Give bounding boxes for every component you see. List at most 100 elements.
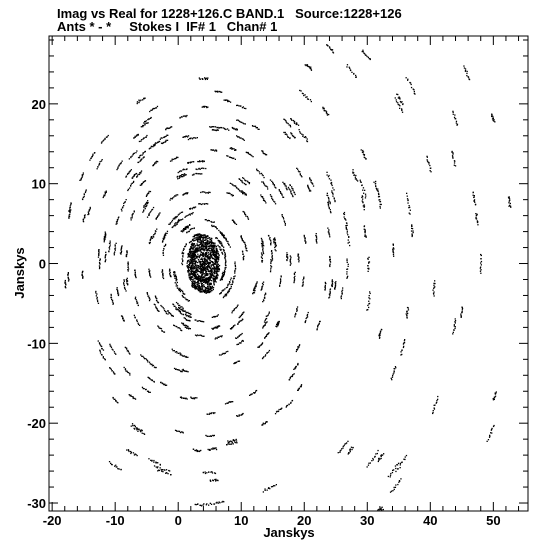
data-point — [126, 348, 128, 350]
data-point — [209, 244, 211, 247]
data-point — [265, 318, 267, 320]
data-point — [367, 464, 370, 466]
data-point — [163, 237, 166, 239]
data-point — [190, 278, 193, 280]
data-point — [227, 99, 229, 101]
data-point — [348, 236, 350, 238]
data-point — [379, 205, 381, 208]
data-point — [212, 257, 214, 260]
data-point — [221, 275, 223, 277]
data-point — [208, 191, 210, 193]
data-point — [366, 309, 368, 311]
data-point — [238, 190, 241, 192]
data-point — [208, 249, 210, 252]
data-point — [110, 345, 112, 347]
data-point — [183, 175, 185, 177]
data-point — [233, 309, 235, 312]
data-point — [197, 267, 199, 269]
data-point — [155, 161, 157, 163]
data-point — [177, 327, 179, 329]
data-point — [69, 209, 71, 211]
data-point — [304, 321, 306, 324]
data-point — [250, 393, 252, 395]
data-point — [186, 262, 188, 264]
data-point — [453, 160, 456, 162]
data-point — [202, 247, 204, 249]
data-point — [196, 278, 198, 280]
data-point — [300, 384, 303, 386]
data-point — [188, 315, 190, 317]
data-point — [282, 196, 284, 198]
data-point — [508, 196, 510, 198]
data-point — [217, 90, 219, 92]
data-point — [308, 187, 310, 189]
data-point — [480, 264, 482, 266]
data-point — [368, 303, 370, 305]
data-point — [163, 331, 166, 333]
data-point — [143, 181, 145, 183]
data-point — [169, 274, 171, 276]
data-point — [121, 315, 123, 317]
data-point — [197, 450, 199, 452]
data-point — [297, 347, 299, 349]
data-point — [202, 255, 204, 257]
data-point — [329, 293, 331, 295]
data-point — [213, 283, 215, 285]
data-point — [161, 469, 164, 471]
data-point — [242, 191, 244, 193]
data-point — [220, 91, 222, 93]
data-point — [491, 114, 493, 116]
data-point — [211, 126, 213, 128]
data-point — [201, 203, 203, 206]
data-point — [144, 208, 146, 210]
data-point — [202, 273, 204, 275]
data-point — [153, 236, 155, 238]
data-point — [508, 198, 511, 200]
data-point — [175, 157, 178, 159]
data-point — [137, 134, 139, 136]
data-point — [324, 287, 326, 289]
data-point — [180, 329, 182, 331]
data-point — [396, 464, 399, 466]
data-point — [200, 246, 202, 248]
data-point — [254, 289, 256, 291]
data-point — [209, 282, 212, 284]
data-point — [254, 287, 256, 289]
data-point — [166, 127, 168, 129]
data-point — [245, 247, 247, 249]
data-point — [200, 271, 202, 273]
data-point — [183, 230, 185, 232]
data-point — [124, 201, 126, 204]
data-point — [98, 253, 100, 255]
data-point — [288, 403, 290, 405]
data-point — [182, 256, 184, 258]
data-point — [242, 192, 244, 194]
y-tick-label: 0 — [39, 257, 46, 272]
data-point — [392, 244, 394, 246]
data-point — [219, 293, 221, 295]
data-point — [407, 202, 409, 204]
data-point — [399, 100, 402, 103]
data-point — [153, 303, 155, 305]
data-point — [355, 178, 357, 180]
data-point — [199, 168, 201, 170]
data-point — [207, 413, 209, 415]
data-point — [160, 468, 162, 471]
data-point — [259, 345, 261, 347]
data-point — [293, 276, 295, 279]
data-point — [82, 221, 85, 223]
data-point — [375, 180, 377, 183]
data-point — [174, 223, 176, 225]
data-point — [127, 449, 130, 452]
data-point — [175, 308, 177, 310]
data-point — [262, 251, 264, 253]
data-point — [266, 352, 268, 354]
data-point — [157, 161, 159, 163]
data-point — [213, 281, 215, 283]
data-point — [203, 279, 205, 282]
data-point — [169, 268, 171, 270]
data-point — [216, 271, 218, 273]
data-point — [179, 290, 182, 293]
data-point — [102, 357, 104, 359]
data-point — [331, 284, 333, 286]
